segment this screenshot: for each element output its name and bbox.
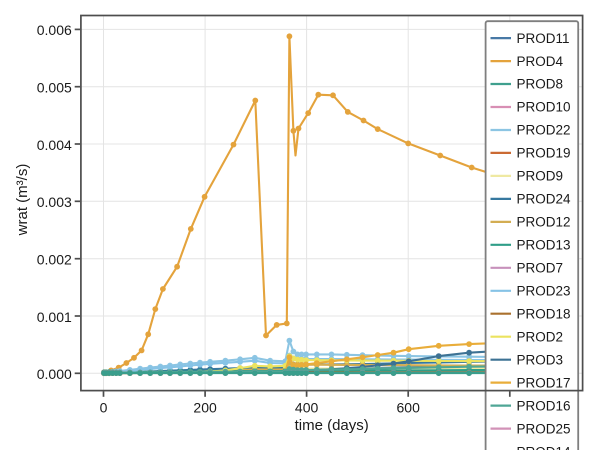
- svg-text:PROD7: PROD7: [517, 261, 564, 276]
- svg-text:PROD17: PROD17: [517, 375, 571, 390]
- svg-text:PROD25: PROD25: [517, 421, 571, 436]
- svg-text:PROD3: PROD3: [517, 352, 564, 367]
- svg-text:0.005: 0.005: [37, 80, 72, 96]
- svg-text:0.001: 0.001: [37, 309, 72, 325]
- svg-text:0.004: 0.004: [37, 137, 72, 153]
- svg-text:PROD4: PROD4: [517, 54, 564, 69]
- svg-text:PROD23: PROD23: [517, 284, 571, 299]
- svg-text:0.006: 0.006: [37, 22, 72, 38]
- svg-text:PROD12: PROD12: [517, 215, 571, 230]
- svg-text:PROD11: PROD11: [517, 31, 570, 46]
- svg-text:0.003: 0.003: [37, 194, 72, 210]
- svg-text:400: 400: [295, 399, 319, 415]
- svg-text:PROD24: PROD24: [517, 192, 572, 207]
- svg-text:600: 600: [397, 399, 421, 415]
- svg-text:PROD10: PROD10: [517, 100, 571, 115]
- svg-text:200: 200: [193, 399, 217, 415]
- svg-text:PROD2: PROD2: [517, 329, 564, 344]
- svg-text:PROD19: PROD19: [517, 146, 571, 161]
- svg-text:PROD13: PROD13: [517, 238, 571, 253]
- svg-text:PROD14: PROD14: [517, 444, 572, 450]
- svg-text:PROD18: PROD18: [517, 306, 571, 321]
- svg-text:PROD22: PROD22: [517, 123, 571, 138]
- svg-text:wrat (m³/s): wrat (m³/s): [14, 164, 31, 237]
- svg-text:0: 0: [100, 399, 108, 415]
- svg-text:PROD8: PROD8: [517, 77, 564, 92]
- svg-text:PROD16: PROD16: [517, 398, 571, 413]
- svg-text:time (days): time (days): [295, 417, 369, 434]
- svg-text:0.002: 0.002: [37, 252, 72, 268]
- svg-text:0.000: 0.000: [37, 366, 72, 382]
- svg-text:PROD9: PROD9: [517, 169, 564, 184]
